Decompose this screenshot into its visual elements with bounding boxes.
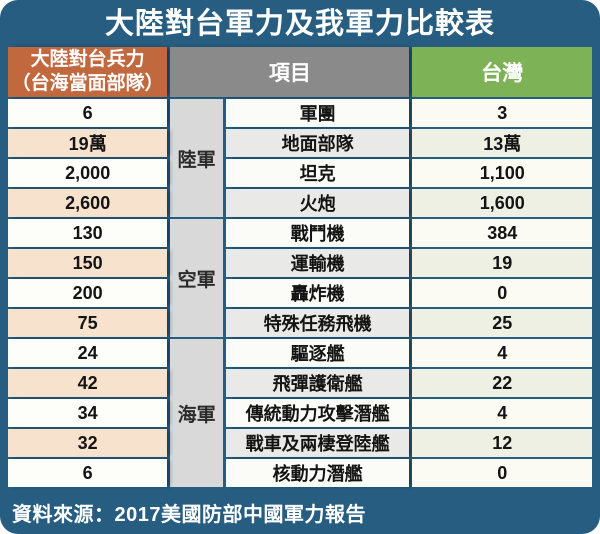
- item-name-cell: 核動力潛艦: [225, 459, 410, 487]
- china-value-cell: 32: [8, 429, 168, 457]
- taiwan-value-cell: 384: [412, 219, 592, 247]
- table-row: 150 運輸機 19: [8, 249, 592, 277]
- china-value-cell: 24: [8, 339, 168, 367]
- taiwan-value-cell: 19: [412, 249, 592, 277]
- taiwan-value-cell: 12: [412, 429, 592, 457]
- china-value-cell: 200: [8, 279, 168, 307]
- table-row: 130 空軍 戰鬥機 384: [8, 219, 592, 337]
- header-taiwan: 台灣: [412, 47, 592, 97]
- taiwan-value-cell: 0: [412, 459, 592, 487]
- page-title: 大陸對台軍力及我軍力比較表: [104, 8, 495, 40]
- item-name-cell: 驅逐艦: [225, 339, 410, 367]
- taiwan-value-cell: 0: [412, 279, 592, 307]
- china-value-cell: 6: [8, 459, 168, 487]
- china-value-cell: 6: [8, 99, 168, 127]
- china-value-cell: 2,000: [8, 159, 168, 187]
- taiwan-value-cell: 3: [412, 99, 592, 127]
- item-name-cell: 坦克: [225, 159, 410, 187]
- item-name-cell: 特殊任務飛機: [225, 309, 410, 337]
- category-cell: 海軍: [170, 339, 223, 487]
- taiwan-value-cell: 13萬: [412, 129, 592, 157]
- item-name-cell: 轟炸機: [225, 279, 410, 307]
- header-china-line1: 大陸對台兵力: [30, 49, 145, 70]
- category-cell: 陸軍: [170, 99, 223, 217]
- header-item: 項目: [170, 47, 410, 97]
- item-name-cell: 戰鬥機: [225, 219, 410, 247]
- table-row: 42 飛彈護衛艦 22: [8, 369, 592, 397]
- china-value-cell: 150: [8, 249, 168, 277]
- table-row: 2,600 火炮 1,600: [8, 189, 592, 217]
- table-row: 200 轟炸機 0: [8, 279, 592, 307]
- header-row: 大陸對台兵力 （台海當面部隊） 項目 台灣: [8, 47, 592, 97]
- source-note: 資料來源：2017美國防部中國軍力報告: [12, 504, 366, 526]
- table-row: 24 海軍 驅逐艦 4: [8, 339, 592, 487]
- table-row: 19萬 地面部隊 13萬: [8, 129, 592, 157]
- taiwan-value-cell: 22: [412, 369, 592, 397]
- item-name-cell: 軍團: [225, 99, 410, 127]
- table-row: 6 陸軍 軍團 3: [8, 99, 592, 217]
- china-value-cell: 2,600: [8, 189, 168, 217]
- china-value-cell: 42: [8, 369, 168, 397]
- table-row: 2,000 坦克 1,100: [8, 159, 592, 187]
- china-value-cell: 19萬: [8, 129, 168, 157]
- taiwan-value-cell: 25: [412, 309, 592, 337]
- item-name-cell: 運輸機: [225, 249, 410, 277]
- table-row: 75 特殊任務飛機 25: [8, 309, 592, 337]
- item-name-cell: 傳統動力攻擊潛艦: [225, 399, 410, 427]
- item-name-cell: 地面部隊: [225, 129, 410, 157]
- china-value-cell: 34: [8, 399, 168, 427]
- item-name-cell: 火炮: [225, 189, 410, 217]
- china-value-cell: 75: [8, 309, 168, 337]
- table-row: 34 傳統動力攻擊潛艦 4: [8, 399, 592, 427]
- table-row: 32 戰車及兩棲登陸艦 12: [8, 429, 592, 457]
- header-china-forces: 大陸對台兵力 （台海當面部隊）: [8, 47, 168, 97]
- taiwan-value-cell: 1,600: [412, 189, 592, 217]
- category-cell: 空軍: [170, 219, 223, 337]
- taiwan-value-cell: 1,100: [412, 159, 592, 187]
- item-name-cell: 戰車及兩棲登陸艦: [225, 429, 410, 457]
- item-name-cell: 飛彈護衛艦: [225, 369, 410, 397]
- china-value-cell: 130: [8, 219, 168, 247]
- taiwan-value-cell: 4: [412, 399, 592, 427]
- header-china-line2: （台海當面部隊）: [11, 73, 164, 94]
- taiwan-value-cell: 4: [412, 339, 592, 367]
- table-row: 6 核動力潛艦 0: [8, 459, 592, 487]
- comparison-table: 大陸對台兵力 （台海當面部隊） 項目 台灣 6 陸軍 軍團 3 19萬 地面部隊 13萬 2,…: [5, 45, 595, 489]
